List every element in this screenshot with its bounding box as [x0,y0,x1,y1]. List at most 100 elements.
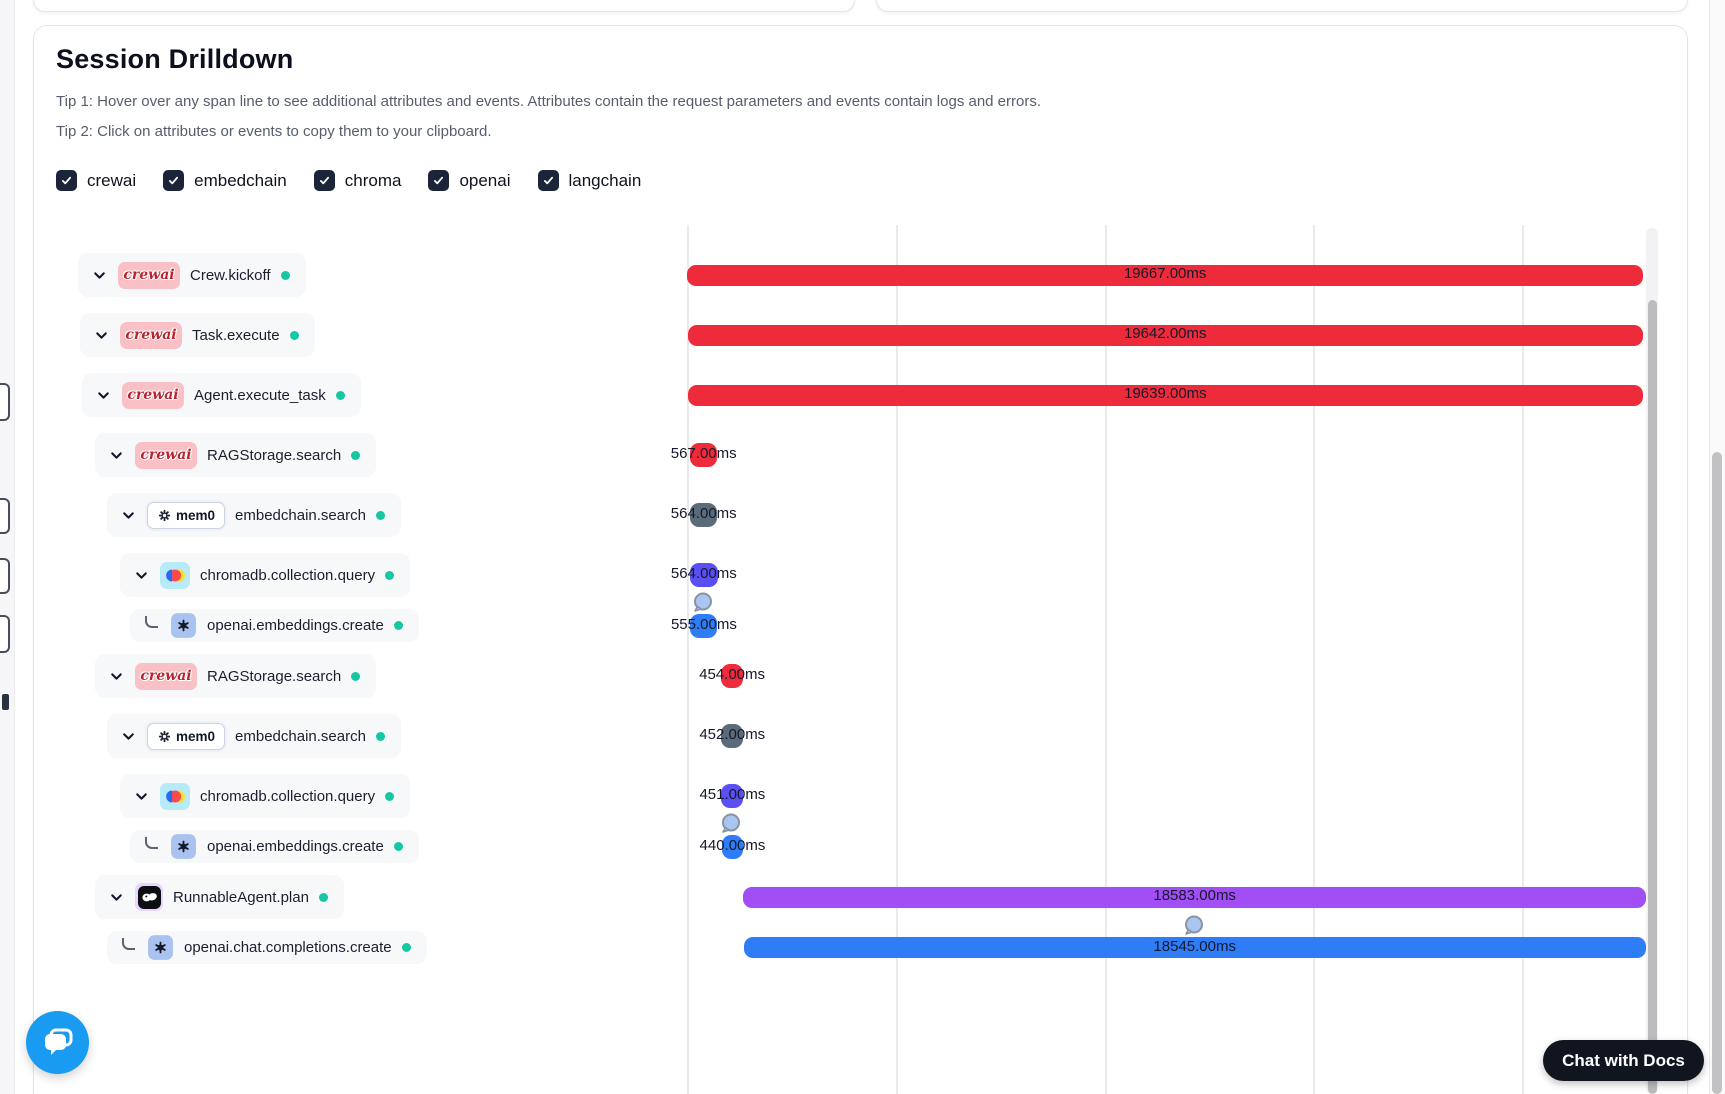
langchain-logo [135,883,163,911]
chevron-down-icon[interactable] [107,667,125,685]
background-ui-fragment [0,615,10,653]
span-duration-bar[interactable] [742,886,1647,908]
filter-label: embedchain [194,170,287,190]
span-duration-bar[interactable] [743,937,1646,958]
timeline-gridline [687,225,689,1094]
checkbox-openai[interactable] [428,170,450,191]
span-duration-label: 555.00ms [670,615,737,633]
status-dot [393,621,403,630]
span-row: mem0 embedchain.search 564.00ms [0,493,1725,537]
span-name: openai.embeddings.create [207,617,384,634]
chevron-down-icon[interactable] [94,386,112,404]
checkbox-chroma[interactable] [313,170,335,191]
chevron-down-icon[interactable] [132,787,150,805]
checkbox-embedchain[interactable] [163,170,185,191]
openai-logo [171,834,196,859]
span-label-chromadb.collection.query[interactable]: chromadb.collection.query [120,553,411,597]
checkbox-langchain[interactable] [537,170,559,191]
timeline-gridline [1104,225,1107,1094]
span-duration-label: 19667.00ms [1123,265,1207,282]
span-label-RunnableAgent.plan[interactable]: RunnableAgent.plan [95,875,344,919]
span-duration-label: 440.00ms [699,836,766,854]
span-label-embedchain.search[interactable]: mem0 embedchain.search [107,714,401,758]
chevron-down-icon[interactable] [107,446,125,464]
span-label-RAGStorage.search[interactable]: crewai RAGStorage.search [95,433,377,477]
status-dot [280,270,290,280]
span-duration-label: 18583.00ms [1153,887,1236,904]
status-dot [401,943,411,952]
span-label-Agent.execute_task[interactable]: crewai Agent.execute_task [82,373,361,417]
span-duration-label: 567.00ms [670,445,737,462]
span-duration-bar[interactable] [690,563,718,587]
status-dot [385,570,395,580]
trace-scrollbar-thumb[interactable] [1648,300,1657,1094]
span-name: RAGStorage.search [207,446,342,464]
chroma-logo [160,561,190,589]
span-duration-label: 18545.00ms [1153,937,1236,955]
status-dot [318,892,328,902]
span-duration-bar[interactable] [687,384,1643,406]
span-label-RAGStorage.search[interactable]: crewai RAGStorage.search [95,654,377,698]
filter-label: crewai [87,170,137,190]
span-row: crewai Crew.kickoff 19667.00ms [0,253,1725,297]
chevron-down-icon[interactable] [119,506,137,524]
status-dot [375,731,385,741]
span-duration-bar[interactable] [721,724,744,748]
chevron-down-icon[interactable] [107,888,125,906]
tip-1-text: Tip 1: Hover over any span line to see a… [56,93,1042,110]
event-bubble-icon[interactable] [718,812,742,836]
chat-with-docs-button[interactable]: Chat with Docs [1543,1040,1704,1081]
chevron-down-icon[interactable] [90,266,108,284]
openai-logo [171,613,196,638]
chat-widget-button[interactable] [26,1011,89,1074]
span-name: Crew.kickoff [190,266,271,284]
checkbox-crewai[interactable] [56,170,77,191]
span-row: crewai RAGStorage.search 454.00ms [0,654,1725,698]
filter-item-openai: openai [428,170,511,191]
chevron-down-icon[interactable] [92,326,110,344]
span-duration-bar[interactable] [687,264,1644,286]
span-duration-bar[interactable] [721,784,744,808]
top-panel-right-edge [876,0,1688,12]
span-duration-bar[interactable] [721,834,744,859]
chevron-down-icon[interactable] [119,727,137,745]
span-label-Crew.kickoff[interactable]: crewai Crew.kickoff [78,253,306,297]
span-label-openai.chat.completions.create[interactable]: openai.chat.completions.create [107,931,427,964]
span-name: chromadb.collection.query [200,566,376,584]
status-dot [385,791,395,801]
span-duration-bar[interactable] [690,503,718,527]
chevron-down-icon[interactable] [132,566,150,584]
chroma-logo [160,782,190,810]
span-label-chromadb.collection.query[interactable]: chromadb.collection.query [120,774,411,818]
status-dot [375,510,385,520]
span-name: chromadb.collection.query [200,787,376,805]
filter-label: openai [459,170,511,190]
span-label-openai.embeddings.create[interactable]: openai.embeddings.create [130,830,419,863]
span-label-embedchain.search[interactable]: mem0 embedchain.search [107,493,401,537]
span-row: RunnableAgent.plan 18583.00ms [0,875,1725,919]
span-duration-bar[interactable] [689,443,718,467]
mem0-logo: mem0 [147,722,226,750]
filter-label: langchain [568,170,642,190]
span-label-Task.execute[interactable]: crewai Task.execute [80,313,315,357]
child-connector-icon [145,615,158,628]
filter-item-embedchain: embedchain [163,170,287,191]
span-duration-label: 564.00ms [670,565,737,582]
span-duration-label: 451.00ms [699,786,766,803]
span-duration-bar[interactable] [687,324,1643,346]
span-duration-bar[interactable] [721,664,744,688]
status-dot [351,671,361,681]
span-label-openai.embeddings.create[interactable]: openai.embeddings.create [130,609,419,642]
status-dot [289,330,299,340]
left-gutter [0,0,15,1094]
child-connector-icon [122,937,135,950]
timeline-gridline [1522,225,1524,1094]
timeline-gridline [895,225,898,1094]
provider-filter-row: crewai embedchain chroma openai langchain [56,170,641,191]
span-name: embedchain.search [235,506,366,524]
page-title: Session Drilldown [56,44,294,74]
event-bubble-icon[interactable] [690,591,714,615]
event-bubble-icon[interactable] [1181,914,1205,938]
span-duration-bar[interactable] [690,613,718,638]
page-scrollbar-thumb[interactable] [1712,452,1722,1094]
